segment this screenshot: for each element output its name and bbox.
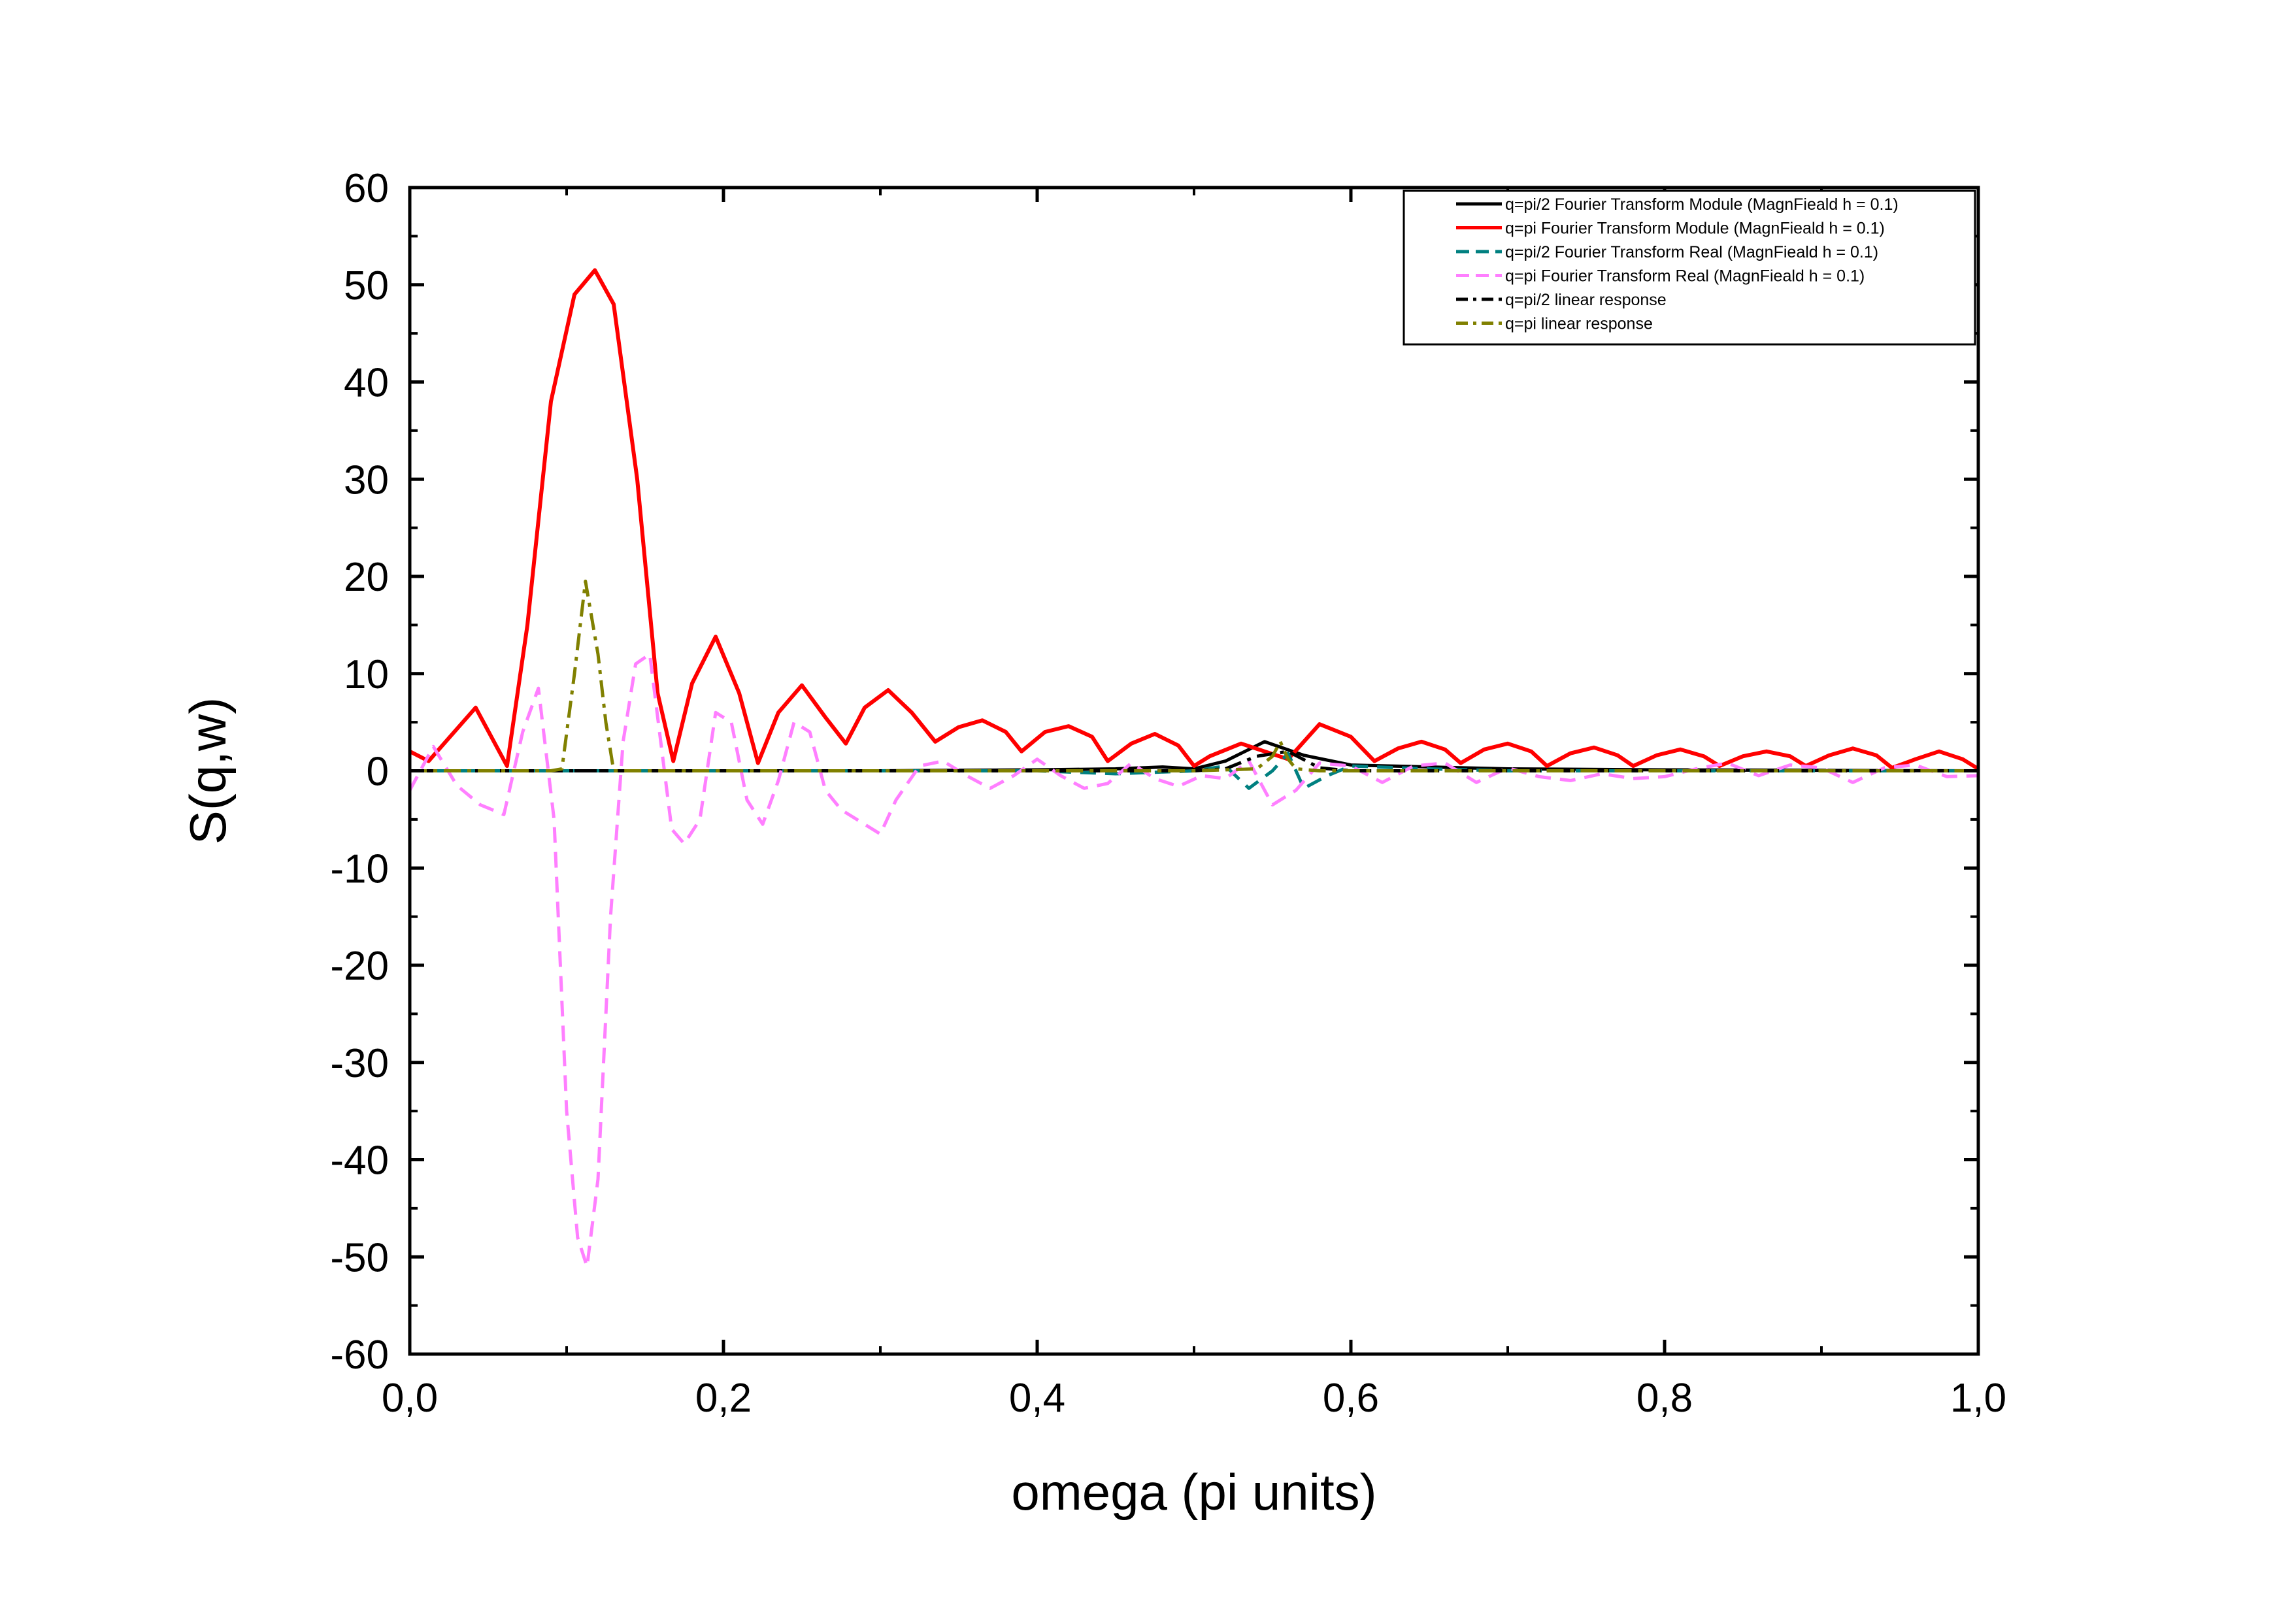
x-tick-label: 0,2	[695, 1376, 752, 1421]
series-layer	[408, 268, 1980, 1268]
x-axis-title: omega (pi units)	[1011, 1463, 1376, 1521]
legend-label: q=pi linear response	[1505, 315, 1653, 333]
legend-label: q=pi/2 Fourier Transform Real (MagnFieal…	[1505, 243, 1878, 261]
y-axis-title: S(q,w)	[179, 697, 237, 844]
series-line	[410, 579, 1978, 772]
legend-label: q=pi/2 linear response	[1505, 291, 1667, 309]
x-tick-label: 0,6	[1323, 1376, 1379, 1421]
y-tick-label: 20	[344, 555, 389, 600]
y-tick-label: 40	[344, 361, 389, 406]
series-line	[410, 750, 1978, 772]
y-tick-label: -20	[330, 944, 389, 989]
y-tick-label: -40	[330, 1138, 389, 1184]
y-tick-label: -50	[330, 1235, 389, 1280]
series-line	[408, 268, 1980, 771]
y-tick-label: 0	[367, 750, 389, 795]
x-tick-label: 0,4	[1009, 1376, 1065, 1421]
legend-label: q=pi Fourier Transform Module (MagnFieal…	[1505, 220, 1885, 238]
ticks-layer: 0,0 0,2 0,4 0,6 0,8 1,0 60 50 40 30 20 10 0 -10 -20 -30…	[330, 166, 2006, 1421]
x-tick-label: 1,0	[1950, 1376, 2006, 1421]
series-line	[410, 752, 1978, 790]
legend-label: q=pi Fourier Transform Real (MagnFieald …	[1505, 267, 1865, 286]
y-tick-label: -10	[330, 846, 389, 891]
y-tick-label: -30	[330, 1041, 389, 1086]
y-tick-label: 60	[344, 166, 389, 211]
y-tick-label: 50	[344, 263, 389, 308]
series-line	[408, 652, 1979, 1268]
y-tick-label: -60	[330, 1333, 389, 1378]
legend: q=pi/2 Fourier Transform Module (MagnFie…	[1403, 190, 1976, 346]
legend-box	[1403, 190, 1976, 346]
y-tick-label: 10	[344, 652, 389, 697]
legend-label: q=pi/2 Fourier Transform Module (MagnFie…	[1505, 195, 1899, 214]
y-tick-label: 30	[344, 457, 389, 503]
x-tick-label: 0,0	[382, 1376, 438, 1421]
x-tick-label: 0,8	[1636, 1376, 1693, 1421]
